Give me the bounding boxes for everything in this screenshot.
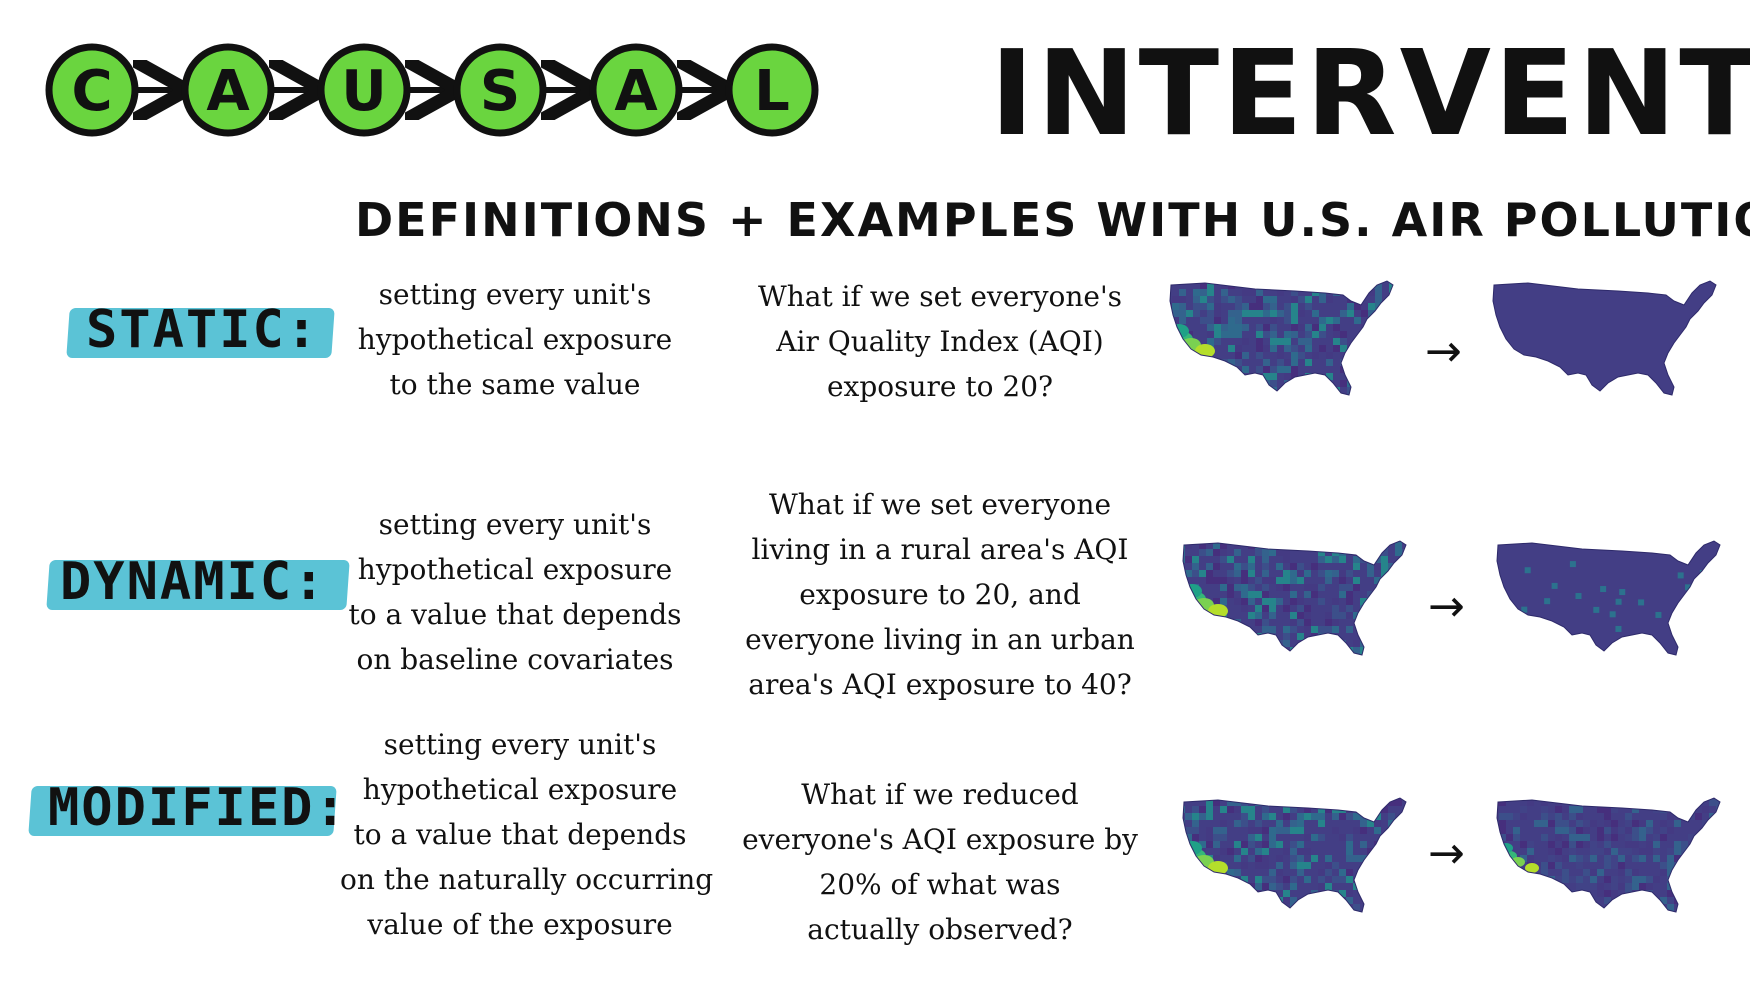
us-map-before-dynamic (1182, 540, 1407, 656)
definition-line: setting every unit's (378, 508, 652, 541)
question-line: What if we set everyone (768, 488, 1112, 521)
definition-line: on baseline covariates (356, 643, 674, 676)
map-counties (1521, 561, 1706, 650)
definition-line: to a value that depends (353, 818, 687, 851)
definition-line: on the naturally occurring (340, 863, 714, 896)
chain-node (453, 43, 547, 137)
definition-modified: setting every unit's hypothetical exposu… (340, 722, 714, 947)
label-dynamic: DYNAMIC: (60, 552, 327, 612)
us-map-after-modified (1496, 797, 1721, 913)
chain-node (45, 43, 139, 137)
chain-node-letter: L (754, 59, 790, 124)
right-arrow-icon: → (1428, 828, 1465, 879)
definition-line: hypothetical exposure (362, 773, 678, 806)
chain-node-letter: S (480, 59, 520, 124)
us-map-after-dynamic (1496, 540, 1721, 656)
question-line: What if we reduced (801, 778, 1079, 811)
definition-line: hypothetical exposure (357, 553, 673, 586)
row-modified: MODIFIED: setting every unit's hypotheti… (0, 728, 1750, 946)
definition-line: hypothetical exposure (357, 323, 673, 356)
chain-node (317, 43, 411, 137)
question-static: What if we set everyone's Air Quality In… (740, 274, 1140, 409)
us-map-before-static (1169, 280, 1394, 396)
question-line: living in a rural area's AQI (751, 533, 1129, 566)
label-dynamic-wrap: DYNAMIC: (38, 532, 350, 632)
row-dynamic: DYNAMIC: setting every unit's hypothetic… (0, 488, 1750, 701)
question-modified: What if we reduced everyone's AQI exposu… (740, 772, 1140, 952)
title-interventions: INTERVENTIONS (990, 24, 1750, 162)
chain-node (589, 43, 683, 137)
question-line: actually observed? (807, 913, 1073, 946)
label-modified: MODIFIED: (48, 778, 348, 838)
label-modified-wrap: MODIFIED: (28, 758, 346, 858)
us-map-shape (1497, 541, 1720, 655)
chain-node-letter: U (341, 59, 386, 124)
question-line: exposure to 20? (826, 370, 1054, 403)
definition-line: setting every unit's (383, 728, 657, 761)
map-hotspot (1525, 863, 1539, 873)
question-dynamic: What if we set everyone living in a rura… (740, 482, 1140, 707)
definition-line: to a value that depends (348, 598, 682, 631)
definition-line: setting every unit's (378, 278, 652, 311)
subtitle: DEFINITIONS + EXAMPLES WITH U.S. AIR POL… (355, 193, 1750, 247)
definition-line: value of the exposure (367, 908, 673, 941)
chain-node-letter: C (71, 59, 112, 124)
label-static: STATIC: (86, 300, 320, 360)
question-line: What if we set everyone's (757, 280, 1123, 313)
question-line: Air Quality Index (AQI) (776, 325, 1104, 358)
right-arrow-icon: → (1428, 581, 1465, 632)
question-line: 20% of what was (819, 868, 1061, 901)
definition-dynamic: setting every unit's hypothetical exposu… (345, 502, 685, 682)
question-line: exposure to 20, and (799, 578, 1081, 611)
definition-static: setting every unit's hypothetical exposu… (345, 272, 685, 407)
question-line: area's AQI exposure to 40? (748, 668, 1132, 701)
chain-node (181, 43, 275, 137)
chain-node-letter: A (614, 59, 658, 124)
us-map-before-modified (1182, 797, 1407, 913)
question-line: everyone's AQI exposure by (742, 823, 1138, 856)
us-map-after-static (1492, 280, 1717, 396)
question-line: everyone living in an urban (745, 623, 1135, 656)
row-static: STATIC: setting every unit's hypothetica… (0, 270, 1750, 480)
label-static-wrap: STATIC: (38, 280, 338, 380)
us-map-shape (1493, 281, 1716, 395)
definition-line: to the same value (389, 368, 641, 401)
chain-node (725, 43, 819, 137)
right-arrow-icon: → (1425, 326, 1462, 377)
chain-node-letter: A (206, 59, 250, 124)
